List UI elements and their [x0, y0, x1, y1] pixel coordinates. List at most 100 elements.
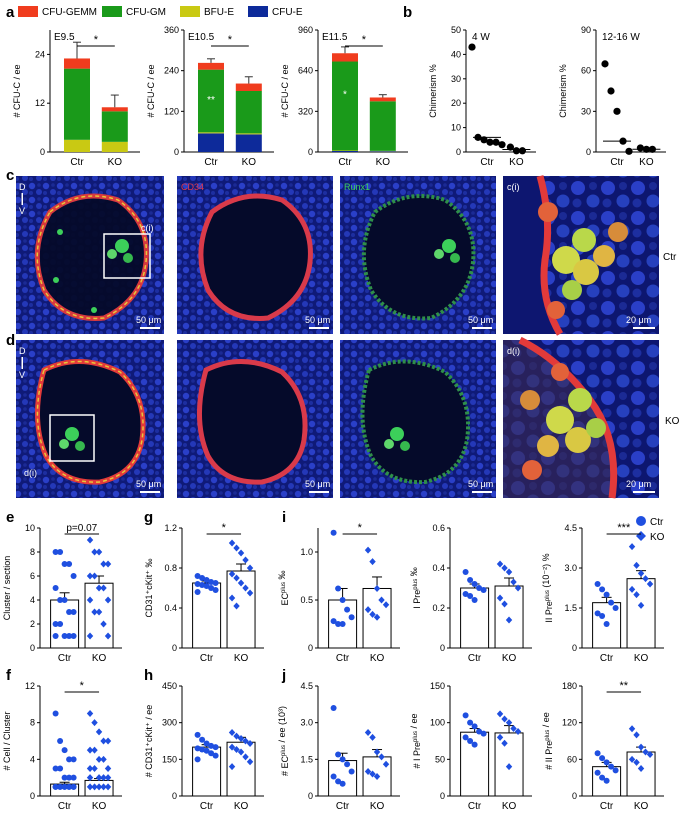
data-point [95, 774, 103, 782]
data-point [339, 756, 346, 763]
data-point [603, 759, 610, 766]
data-point [646, 580, 654, 588]
data-point [246, 758, 254, 766]
data-point [364, 768, 372, 776]
x-tick-label: Ctr [338, 157, 352, 168]
panel-letter-a: a [6, 4, 15, 21]
data-point [228, 728, 236, 736]
data-point [636, 144, 645, 152]
data-point [506, 143, 514, 151]
data-point [70, 783, 77, 790]
data-point [66, 609, 73, 615]
y-tick-label: 150 [430, 681, 445, 691]
chart-j-pre1: 0 50 100 150 # I Preplus / ee Ctr KO [409, 681, 532, 812]
micrograph-ci-zoom: c(i) 20 μm [503, 175, 659, 336]
data-point [603, 777, 610, 784]
chart-title: 4 W [472, 32, 490, 43]
y-tick-label: 90 [581, 25, 591, 35]
data-point [510, 578, 517, 586]
y-axis-label: # CFU-C / ee [280, 64, 290, 117]
data-point [496, 710, 504, 718]
data-point [467, 577, 474, 583]
legend-ctr-marker [636, 516, 646, 526]
data-point [330, 773, 337, 780]
data-point [476, 728, 483, 735]
data-point [339, 621, 346, 627]
y-tick-label: 360 [164, 25, 179, 35]
data-point [203, 577, 210, 583]
data-point [91, 548, 98, 556]
data-point [330, 618, 337, 625]
data-point [501, 715, 508, 723]
data-point [612, 767, 619, 774]
scale-bar-label: 50 μm [136, 479, 161, 489]
data-point [607, 87, 615, 95]
micrograph-d-runx1: 50 μm [340, 340, 496, 498]
legend-ctr-label: Ctr [650, 517, 664, 528]
orientation-v: V [19, 370, 25, 380]
data-point [86, 536, 94, 544]
legend-label: BFU-E [204, 7, 234, 18]
data-point [642, 748, 649, 756]
significance-label: * [362, 34, 367, 46]
bar-segment [235, 134, 262, 152]
y-tick-label: 30 [451, 74, 461, 84]
data-point [594, 769, 601, 776]
data-point [70, 573, 77, 579]
data-point [194, 756, 201, 763]
data-point [344, 606, 351, 613]
data-point [104, 783, 112, 791]
data-point [237, 735, 245, 743]
y-tick-label: 0.2 [432, 603, 445, 613]
y-tick-label: 0 [572, 791, 577, 801]
significance-label: * [94, 34, 99, 46]
panel-letter-i: i [282, 509, 286, 526]
y-tick-label: 0.5 [300, 595, 313, 605]
y-tick-label: 0 [172, 791, 177, 801]
y-tick-label: 24 [35, 49, 45, 59]
inner-significance: ** [207, 95, 215, 106]
scale-bar [140, 327, 160, 329]
y-axis-label: Chimerism % [428, 64, 438, 118]
data-point [505, 568, 513, 576]
chart-b-4w: 0 10 20 30 40 50 Chimerism % 4 W Ctr KO [428, 25, 536, 168]
inset-label-ci: c(i) [141, 223, 154, 233]
scale-bar-label: 20 μm [626, 315, 651, 325]
y-axis-label: Cluster / section [2, 556, 12, 621]
data-point [86, 783, 94, 791]
y-tick-label: 0 [586, 147, 591, 157]
data-point [335, 751, 342, 758]
y-tick-label: 2 [30, 619, 35, 629]
bar-segment [198, 69, 224, 133]
data-point [212, 580, 219, 586]
y-tick-label: 8 [30, 547, 35, 557]
data-point [104, 765, 112, 772]
data-point [66, 783, 73, 790]
y-axis-label: # CFU-C / ee [146, 64, 156, 117]
data-point [637, 601, 645, 609]
data-point [194, 573, 201, 579]
data-point [199, 575, 206, 581]
y-axis-label: # II Preplus / ee [541, 712, 554, 770]
data-point [91, 765, 98, 772]
inset-box-di [49, 414, 95, 462]
data-point [594, 750, 601, 757]
data-point [52, 633, 59, 639]
data-point [471, 581, 478, 587]
scale-bar-label: 50 μm [136, 315, 161, 325]
x-tick-label: Ctr [600, 801, 614, 812]
y-tick-label: 20 [451, 98, 461, 108]
x-tick-label: KO [634, 801, 649, 812]
y-tick-label: 0 [572, 643, 577, 653]
x-tick-label: Ctr [480, 157, 494, 168]
data-point [70, 774, 77, 781]
y-axis-label: # I Preplus / ee [409, 713, 422, 768]
data-point [233, 746, 240, 754]
legend-ko-label: KO [650, 532, 665, 543]
micrograph-d-cd34: 50 μm [177, 340, 333, 498]
data-point [373, 613, 381, 621]
y-tick-label: 1.2 [164, 523, 177, 533]
y-tick-label: 10 [451, 123, 461, 133]
significance-label: ** [620, 680, 629, 692]
y-axis-label: # CFU-C / ee [12, 64, 22, 117]
